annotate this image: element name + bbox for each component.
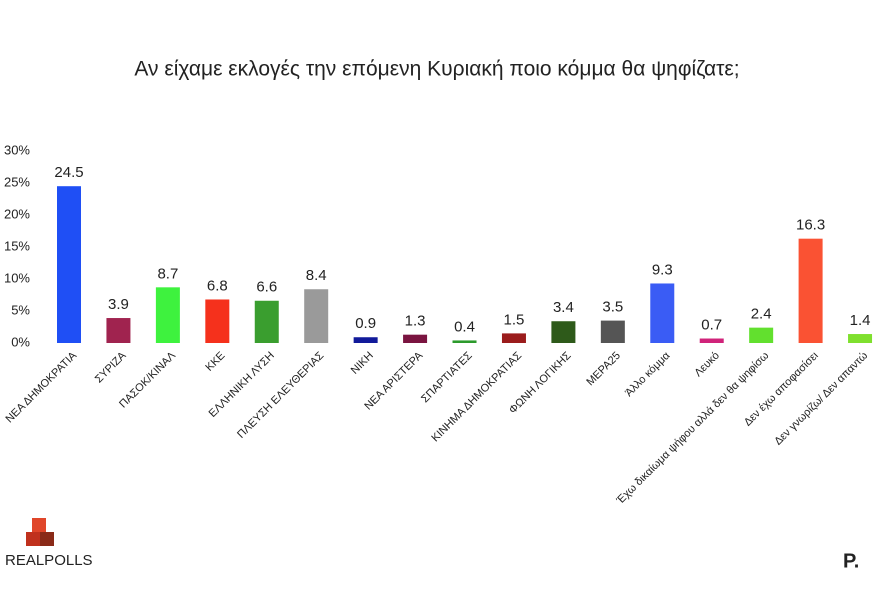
- value-label: 16.3: [796, 217, 825, 234]
- bar: [650, 283, 675, 343]
- logo-text: REALPOLLS: [5, 552, 93, 569]
- value-label: 8.4: [306, 267, 327, 284]
- value-label: 6.6: [256, 279, 277, 296]
- bar: [600, 320, 625, 343]
- value-label: 9.3: [652, 261, 673, 278]
- bar: [699, 338, 724, 343]
- bar: [452, 340, 477, 343]
- y-tick-label: 10%: [4, 270, 30, 285]
- value-label: 0.7: [701, 316, 722, 333]
- value-label: 0.9: [355, 315, 376, 332]
- value-label: 8.7: [157, 265, 178, 282]
- bar: [254, 300, 279, 343]
- bar: [57, 186, 81, 343]
- value-label: 3.9: [108, 296, 129, 313]
- y-tick-label: 5%: [11, 302, 30, 317]
- logo-shape: [40, 532, 54, 546]
- bar: [205, 299, 230, 343]
- bar: [798, 238, 823, 343]
- y-tick-label: 30%: [4, 142, 30, 157]
- logo-shape: [32, 518, 46, 532]
- bar: [106, 318, 131, 343]
- bar: [551, 321, 576, 343]
- left-logo: REALPOLLS: [5, 518, 93, 569]
- value-label: 3.5: [602, 299, 623, 316]
- value-label: 6.8: [207, 277, 228, 294]
- value-label: 2.4: [751, 306, 772, 323]
- logo-shape: [26, 532, 40, 546]
- y-tick-label: 20%: [4, 206, 30, 221]
- value-label: 24.5: [54, 164, 83, 181]
- value-label: 3.4: [553, 299, 574, 316]
- bar: [304, 289, 329, 343]
- value-label: 1.4: [850, 312, 871, 329]
- y-tick-label: 0%: [11, 334, 30, 349]
- chart-title: Αν είχαμε εκλογές την επόμενη Κυριακή πο…: [134, 58, 739, 81]
- y-tick-label: 25%: [4, 174, 30, 189]
- y-tick-label: 15%: [4, 238, 30, 253]
- bar: [155, 287, 180, 343]
- value-label: 1.3: [405, 313, 426, 330]
- logo-text: P.: [843, 550, 859, 572]
- value-label: 0.4: [454, 318, 475, 335]
- bar: [501, 333, 526, 343]
- bar: [403, 334, 428, 343]
- bar: [749, 327, 774, 343]
- bar: [848, 334, 873, 343]
- value-label: 1.5: [504, 311, 525, 328]
- bar: [353, 337, 378, 343]
